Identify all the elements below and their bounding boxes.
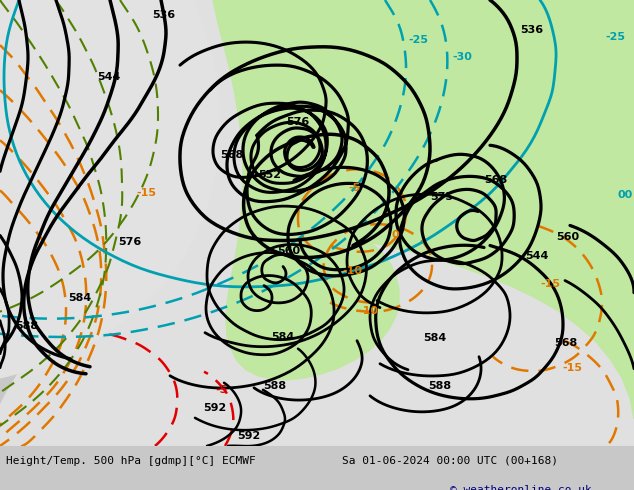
Text: © weatheronline.co.uk: © weatheronline.co.uk [450, 485, 592, 490]
Polygon shape [0, 0, 634, 446]
Text: 568: 568 [484, 175, 507, 185]
Text: 576: 576 [118, 238, 141, 247]
Text: 568: 568 [220, 150, 243, 160]
Text: 592: 592 [237, 431, 260, 441]
Text: -5: -5 [348, 183, 360, 194]
Text: Height/Temp. 500 hPa [gdmp][°C] ECMWF: Height/Temp. 500 hPa [gdmp][°C] ECMWF [6, 456, 256, 466]
Text: 552: 552 [259, 171, 281, 180]
Text: 560: 560 [556, 232, 579, 243]
Text: 0: 0 [392, 230, 399, 241]
Text: -15: -15 [562, 363, 582, 373]
Text: 00: 00 [617, 191, 632, 200]
Text: Sa 01-06-2024 00:00 UTC (00+168): Sa 01-06-2024 00:00 UTC (00+168) [342, 456, 559, 466]
Text: 560: 560 [277, 245, 300, 255]
Text: 584: 584 [424, 333, 446, 343]
Text: -10: -10 [358, 306, 378, 316]
Text: 592: 592 [203, 403, 226, 413]
Text: 588: 588 [15, 320, 38, 331]
Text: 536: 536 [520, 25, 543, 35]
Text: 584: 584 [271, 332, 295, 342]
Text: 544: 544 [97, 72, 120, 82]
Text: -10: -10 [342, 266, 362, 275]
Polygon shape [213, 0, 634, 419]
Text: -25: -25 [408, 35, 428, 45]
Text: 588: 588 [429, 381, 451, 391]
Text: 536: 536 [152, 10, 175, 20]
Text: 568: 568 [554, 338, 577, 348]
Text: 575: 575 [430, 193, 453, 202]
Text: 584: 584 [68, 293, 91, 303]
Text: -25: -25 [605, 32, 625, 42]
Text: 544: 544 [525, 250, 548, 261]
Text: -5: -5 [215, 385, 227, 395]
Polygon shape [0, 0, 220, 378]
Text: -15: -15 [540, 279, 560, 289]
Text: -30: -30 [452, 52, 472, 62]
Text: 576: 576 [287, 117, 309, 127]
Text: 588: 588 [264, 381, 287, 391]
Text: -15: -15 [136, 188, 156, 198]
